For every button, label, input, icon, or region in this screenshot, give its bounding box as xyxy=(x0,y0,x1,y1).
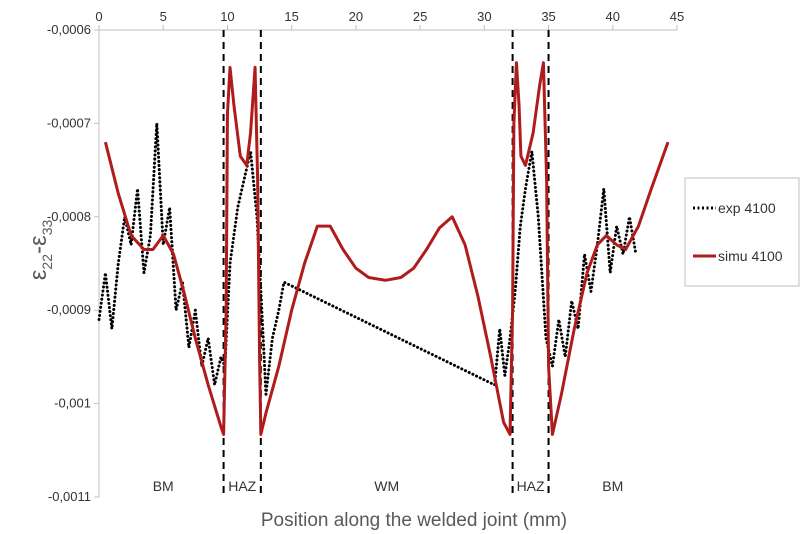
y-tick-label: -0,0011 xyxy=(48,489,91,504)
zone-label: WM xyxy=(374,478,399,494)
series-layer xyxy=(97,61,670,436)
y-axis-title-sub1: 22 xyxy=(39,254,55,270)
y-tick-label: -0,0006 xyxy=(47,22,91,37)
x-tick-label: 20 xyxy=(349,9,363,24)
x-tick-label: 0 xyxy=(95,9,102,24)
y-axis-title-main: ε xyxy=(25,269,52,280)
y-axis-title-sep: -ε xyxy=(25,235,52,254)
legend-label-simu: simu 4100 xyxy=(718,248,783,264)
series-line-exp xyxy=(97,121,638,396)
x-tick-label: 40 xyxy=(606,9,620,24)
x-tick-label: 15 xyxy=(284,9,298,24)
x-tick-label: 10 xyxy=(220,9,234,24)
zone-label: BM xyxy=(602,478,623,494)
x-tick-label: 25 xyxy=(413,9,427,24)
zone-boundaries xyxy=(222,30,550,497)
x-tick-label: 30 xyxy=(477,9,491,24)
y-tick-label: -0,0009 xyxy=(47,302,91,317)
legend: exp 4100 simu 4100 xyxy=(684,177,800,287)
x-tick-label: 5 xyxy=(160,9,167,24)
y-tick-label: -0,0008 xyxy=(47,209,91,224)
labels-layer: 0 5 10 15 20 25 30 35 40 45 -0,0006 -0,0007 -0,0008 -… xyxy=(47,9,684,504)
x-axis-title: Position along the welded joint (mm) xyxy=(261,510,567,531)
y-tick-label: -0,0007 xyxy=(47,115,91,130)
y-tick-label: -0,001 xyxy=(54,396,91,411)
zone-label: BM xyxy=(153,478,174,494)
zone-label: HAZ xyxy=(517,478,545,494)
legend-label-exp: exp 4100 xyxy=(718,200,776,216)
axes-layer xyxy=(94,25,678,498)
zone-label: HAZ xyxy=(228,478,256,494)
x-tick-label: 45 xyxy=(670,9,684,24)
legend-box xyxy=(684,177,800,287)
series-line-simu xyxy=(103,61,670,436)
x-tick-label: 35 xyxy=(541,9,555,24)
y-axis-title-sub2: 33 xyxy=(39,220,55,236)
y-axis-title: ε22-ε33 xyxy=(25,220,55,281)
